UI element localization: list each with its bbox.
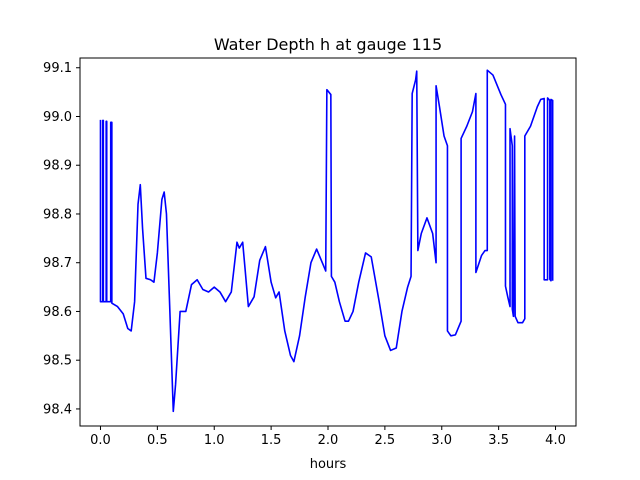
series-line <box>99 69 554 413</box>
chart-title: Water Depth h at gauge 115 <box>214 35 442 54</box>
y-tick-label: 98.8 <box>43 207 72 222</box>
y-tick-label: 98.6 <box>43 305 72 320</box>
x-tick-label: 3.5 <box>488 433 509 448</box>
y-tick-label: 98.9 <box>43 159 72 174</box>
y-tick-label: 99.1 <box>43 61 72 76</box>
x-tick-label: 0.5 <box>147 433 168 448</box>
y-tick-label: 99.0 <box>43 110 72 125</box>
y-tick-label: 98.7 <box>43 256 72 271</box>
x-tick-label: 2.0 <box>318 433 339 448</box>
y-tick-label: 98.4 <box>43 402 72 417</box>
y-tick-label: 98.5 <box>43 354 72 369</box>
x-tick-label: 1.0 <box>204 433 225 448</box>
x-tick-label: 4.0 <box>545 433 566 448</box>
x-axis-label: hours <box>310 457 347 472</box>
x-tick-label: 2.5 <box>375 433 396 448</box>
x-tick-label: 1.5 <box>261 433 282 448</box>
x-tick-label: 3.0 <box>431 433 452 448</box>
x-tick-label: 0.0 <box>90 433 111 448</box>
plot-area: 0.0 0.5 1.0 1.5 2.0 2.5 3.0 3.5 4.0 98.4 98.5 98.6 9… <box>43 57 577 448</box>
